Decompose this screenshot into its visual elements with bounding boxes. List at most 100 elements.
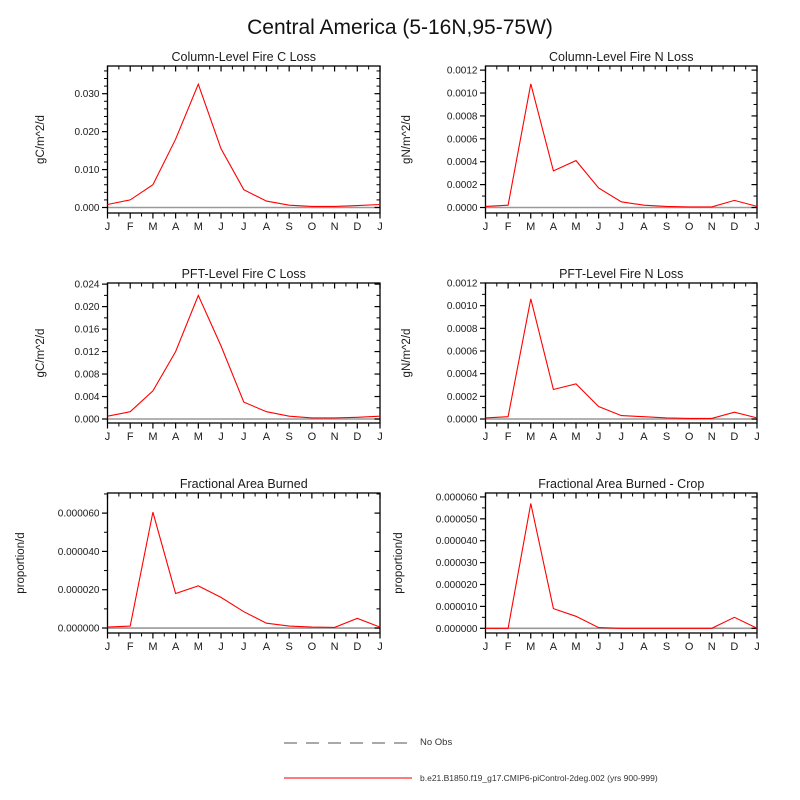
x-tick-label: M: [526, 641, 535, 653]
legend-item-no-obs: No Obs: [283, 737, 452, 748]
x-tick-label: M: [148, 431, 157, 443]
plot-frame: [106, 492, 381, 634]
plot-frame: [106, 282, 381, 424]
chart-title: PFT-Level Fire N Loss: [559, 267, 683, 281]
y-tick-label: 0.0008: [447, 324, 478, 335]
x-tick-label: A: [263, 221, 271, 233]
x-tick-label: A: [172, 641, 180, 653]
x-tick-label: J: [619, 221, 625, 233]
x-tick-label: S: [285, 641, 292, 653]
x-tick-label: M: [148, 221, 157, 233]
x-tick-label: M: [194, 221, 203, 233]
x-tick-label: F: [505, 641, 512, 653]
y-tick-label: 0.0002: [447, 180, 478, 191]
x-tick-label: M: [571, 431, 580, 443]
x-tick-label: J: [218, 431, 224, 443]
chart-title: PFT-Level Fire C Loss: [182, 267, 306, 281]
x-tick-label: D: [730, 641, 738, 653]
x-tick-label: J: [619, 641, 625, 653]
x-tick-label: J: [754, 431, 760, 443]
legend-no-obs-label: No Obs: [420, 737, 453, 748]
x-tick-label: J: [241, 221, 247, 233]
x-tick-label: O: [685, 221, 694, 233]
x-tick-label: J: [241, 641, 247, 653]
x-tick-label: J: [377, 431, 383, 443]
data-line: [485, 83, 758, 208]
x-tick-label: S: [663, 641, 670, 653]
x-tick-label: J: [754, 641, 760, 653]
y-tick-label: 0.0012: [447, 66, 478, 77]
y-tick-label: 0.016: [74, 325, 99, 336]
data-line: [107, 293, 381, 419]
y-tick-label: 0.000: [74, 203, 99, 214]
x-tick-label: J: [105, 221, 111, 233]
legend-series-label: b.e21.B1850.f19_g17.CMIP6-piControl-2deg…: [420, 773, 658, 783]
x-tick-label: M: [194, 641, 203, 653]
charts-canvas: 0.000 0.010 0.020 0.030 J F M A M J J A S O N D J Column-…: [15, 50, 760, 653]
chart-title: Fractional Area Burned: [180, 477, 308, 491]
y-tick-label: 0.0010: [447, 301, 478, 312]
y-tick-label: 0.012: [74, 347, 99, 358]
x-tick-label: A: [172, 221, 180, 233]
y-tick-label: 0.000010: [436, 602, 478, 613]
x-tick-label: J: [596, 221, 602, 233]
x-tick-label: N: [331, 221, 339, 233]
y-tick-label: 0.000030: [436, 558, 478, 569]
x-tick-label: A: [550, 641, 558, 653]
x-tick-label: O: [685, 641, 694, 653]
y-axis-label: gC/m^2/d: [35, 115, 47, 164]
series-line-icon: [284, 777, 412, 779]
plot-frame: [106, 65, 381, 214]
x-tick-label: D: [730, 431, 738, 443]
y-axis-label: proportion/d: [15, 532, 27, 593]
x-tick-label: N: [708, 431, 716, 443]
x-tick-label: F: [127, 641, 134, 653]
y-tick-label: 0.000000: [58, 624, 100, 635]
y-tick-label: 0.000040: [58, 547, 100, 558]
x-tick-label: M: [526, 221, 535, 233]
x-tick-label: O: [308, 431, 317, 443]
x-tick-label: O: [308, 641, 317, 653]
x-tick-label: F: [505, 431, 512, 443]
page-title: Central America (5-16N,95-75W): [247, 16, 553, 39]
y-tick-label: 0.0006: [447, 346, 478, 357]
x-tick-label: J: [596, 641, 602, 653]
x-tick-label: S: [285, 431, 292, 443]
x-tick-label: M: [148, 641, 157, 653]
x-tick-label: S: [663, 431, 670, 443]
x-tick-label: D: [353, 221, 361, 233]
plot-frame: [484, 492, 758, 634]
x-tick-label: M: [526, 431, 535, 443]
y-axis-label: gN/m^2/d: [401, 329, 413, 378]
y-tick-label: 0.0010: [447, 89, 478, 100]
y-tick-label: 0.000050: [436, 514, 478, 525]
plot-frame: [484, 65, 758, 214]
y-tick-label: 0.000020: [436, 580, 478, 591]
x-tick-label: N: [708, 641, 716, 653]
x-tick-label: J: [218, 221, 224, 233]
x-tick-label: J: [377, 221, 383, 233]
y-axis-label: gC/m^2/d: [35, 329, 47, 378]
x-tick-label: S: [285, 221, 292, 233]
x-tick-label: J: [754, 221, 760, 233]
y-axis-label: proportion/d: [393, 532, 405, 593]
x-tick-label: J: [105, 641, 111, 653]
x-tick-label: S: [663, 221, 670, 233]
x-tick-label: J: [596, 431, 602, 443]
chart-title: Fractional Area Burned - Crop: [538, 477, 704, 491]
y-tick-label: 0.000060: [436, 492, 478, 503]
x-tick-label: J: [218, 641, 224, 653]
y-tick-label: 0.000000: [436, 624, 478, 635]
y-tick-label: 0.0000: [447, 203, 478, 214]
y-tick-label: 0.0004: [447, 369, 478, 380]
x-tick-label: J: [483, 221, 489, 233]
x-tick-label: D: [353, 431, 361, 443]
x-tick-label: J: [241, 431, 247, 443]
data-line: [107, 512, 381, 628]
x-tick-label: A: [640, 641, 648, 653]
y-tick-label: 0.0008: [447, 111, 478, 122]
y-tick-label: 0.020: [74, 127, 99, 138]
y-tick-label: 0.030: [74, 89, 99, 100]
chart-title: Column-Level Fire N Loss: [549, 50, 694, 64]
